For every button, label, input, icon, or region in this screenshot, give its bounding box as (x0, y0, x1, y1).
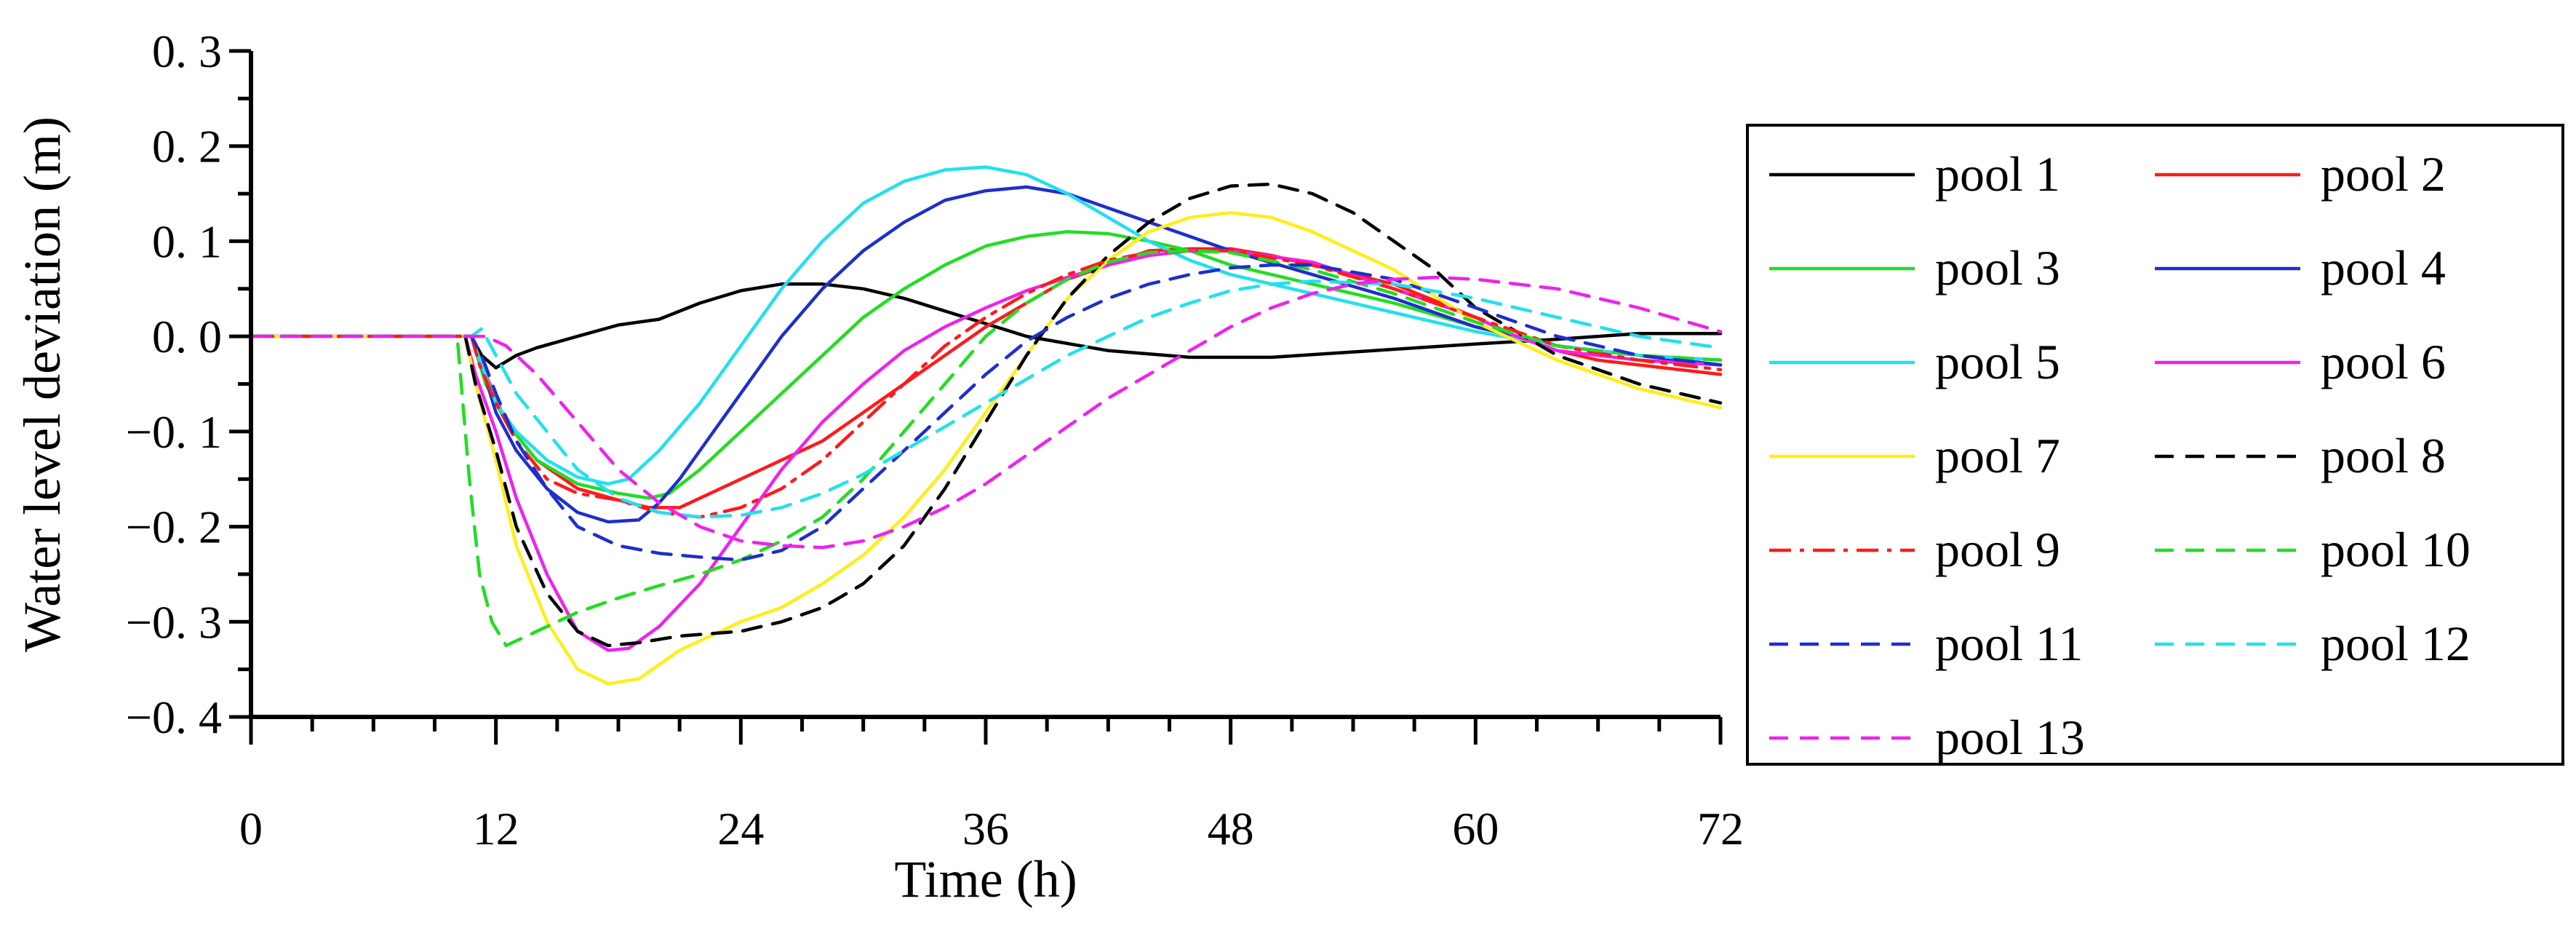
x-tick-label: 36 (962, 803, 1009, 854)
x-tick-label: 72 (1697, 803, 1744, 854)
x-tick-label: 48 (1208, 803, 1254, 854)
series-line-6 (249, 249, 1723, 652)
legend-label: pool 5 (1935, 334, 2060, 389)
legend-label: pool 9 (1935, 522, 2060, 577)
series-line-12 (249, 279, 1723, 519)
legend-label: pool 7 (1935, 428, 2060, 483)
y-axis-title: Water level deviation (m) (13, 116, 71, 652)
y-tick-label: −0. 2 (126, 501, 222, 553)
series-line-13 (249, 275, 1723, 550)
y-tick-label: −0. 4 (126, 691, 222, 743)
series-line-9 (249, 249, 1723, 519)
legend: pool 1 pool 2 pool 3 pool 4 pool 5 pool 6 pool… (1746, 124, 2564, 766)
series-line-5 (249, 165, 1723, 486)
x-ticks: 0 12 24 36 48 60 72 (239, 717, 1744, 854)
y-tick-label: 0. 3 (152, 25, 222, 77)
series-line-8 (249, 182, 1723, 648)
x-tick-label: 0 (239, 803, 263, 854)
y-tick-label: −0. 3 (126, 596, 222, 648)
legend-label: pool 10 (2321, 522, 2471, 577)
x-tick-label: 60 (1452, 803, 1499, 854)
legend-label: pool 8 (2321, 428, 2446, 483)
series-line-11 (249, 263, 1723, 562)
series-line-10 (249, 249, 1723, 648)
legend-label: pool 3 (1935, 240, 2060, 296)
plot-lines (249, 165, 1723, 686)
y-ticks: 0. 3 0. 2 0. 1 0. 0 −0. 1 −0. 2 −0. 3 −0. 4 (126, 25, 251, 743)
y-tick-label: −0. 1 (126, 406, 222, 458)
legend-label: pool 1 (1935, 146, 2060, 202)
axes (249, 51, 1720, 719)
series-line-2 (249, 247, 1723, 509)
x-tick-label: 12 (473, 803, 519, 854)
series-line-7 (249, 210, 1723, 686)
series-line-3 (249, 230, 1723, 500)
y-tick-label: 0. 0 (152, 311, 222, 362)
x-tick-label: 24 (717, 803, 764, 854)
legend-box (1746, 124, 2564, 766)
legend-label: pool 11 (1935, 616, 2083, 671)
legend-label: pool 12 (2321, 616, 2471, 671)
x-axis-title: Time (h) (894, 850, 1077, 908)
y-tick-label: 0. 1 (152, 215, 222, 267)
legend-label: pool 6 (2321, 334, 2446, 389)
legend-label: pool 4 (2321, 240, 2446, 296)
series-line-4 (249, 185, 1723, 524)
legend-label: pool 2 (2321, 146, 2446, 202)
series-line-1 (249, 282, 1723, 370)
legend-label: pool 13 (1935, 710, 2085, 765)
y-tick-label: 0. 2 (152, 121, 222, 172)
